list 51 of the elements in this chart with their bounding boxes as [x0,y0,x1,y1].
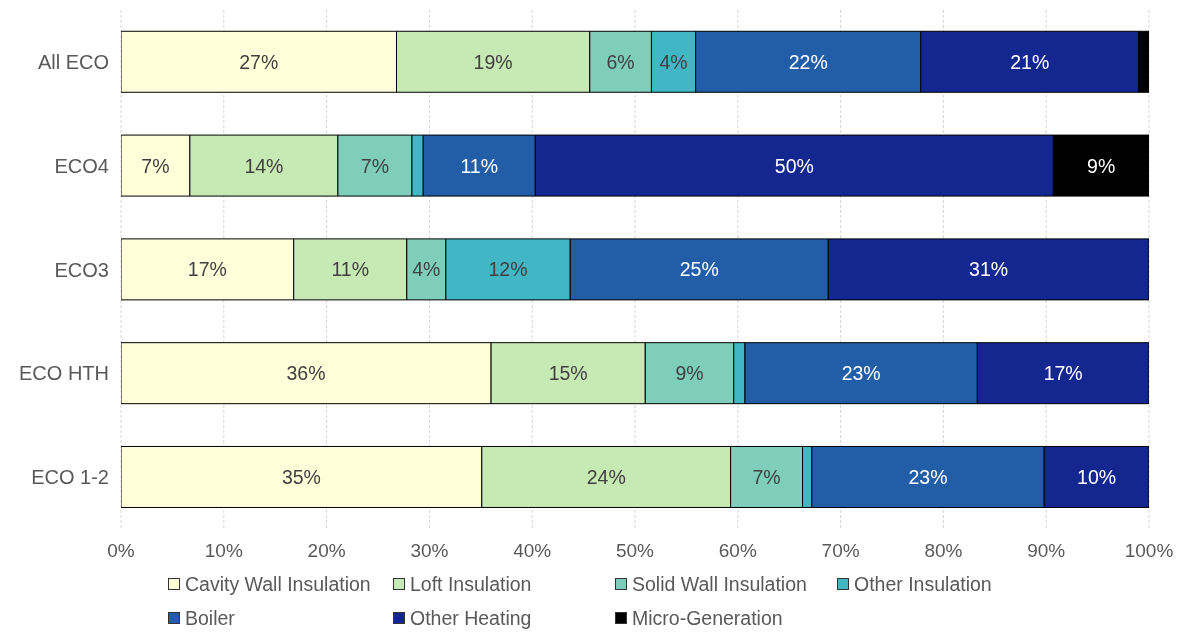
data-label: 25% [679,258,719,281]
legend-label: Boiler [185,606,235,630]
data-label: 11% [460,154,499,177]
x-tick-label: 70% [821,540,860,562]
x-tick-label: 20% [307,540,346,562]
x-tick-label: 60% [718,540,757,562]
y-tick-label: ECO3 [54,258,109,281]
data-label: 24% [586,465,626,488]
x-tick-label: 50% [615,540,655,562]
data-label: 50% [774,154,814,177]
data-label: 14% [244,154,284,177]
legend-label: Loft Insulation [410,572,532,596]
data-label: 17% [1043,362,1083,385]
data-label: 27% [239,50,279,73]
data-label: 9% [1087,154,1116,177]
x-tick-label: 90% [1027,540,1066,562]
data-label: 21% [1010,50,1050,73]
data-label: 7% [360,154,390,177]
data-label: 4% [659,50,688,73]
legend-label: Cavity Wall Insulation [185,572,371,596]
data-label: 22% [788,50,828,73]
data-label: 11% [331,258,370,281]
data-label: 23% [908,465,948,488]
data-label: 35% [281,465,321,488]
x-tick-label: 0% [107,540,135,562]
data-label: 6% [606,50,635,73]
data-label: 12% [488,258,528,281]
x-tick-label: 10% [204,540,243,562]
legend-label: Solid Wall Insulation [632,572,807,596]
data-label: 19% [473,50,513,73]
data-label: 23% [841,362,881,385]
data-label: 4% [412,258,441,281]
y-tick-label: All ECO [37,51,109,73]
data-label: 7% [141,154,170,177]
y-tick-label: ECO HTH [19,362,109,385]
data-label: 9% [675,362,704,385]
y-tick-label: ECO4 [54,154,109,177]
y-tick-label: ECO 1-2 [31,466,109,489]
x-tick-label: 80% [924,540,963,562]
x-tick-label: 40% [513,540,552,562]
data-label: 31% [969,258,1009,281]
data-label: 7% [752,465,781,488]
data-label: 10% [1077,465,1117,488]
data-label: 15% [548,362,588,385]
legend-label: Other Insulation [854,572,992,596]
x-tick-label: 30% [410,540,449,562]
data-label: 17% [187,258,227,281]
data-label: 36% [286,362,326,385]
legend-label: Micro-Generation [632,606,783,630]
legend-label: Other Heating [410,606,532,630]
x-tick-label: 100% [1124,540,1174,562]
